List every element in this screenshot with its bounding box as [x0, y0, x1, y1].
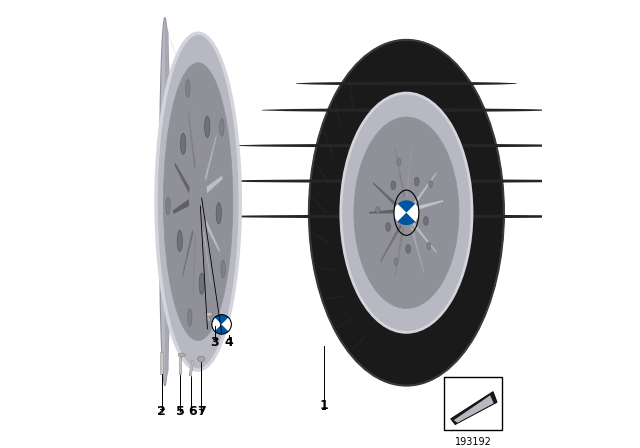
Polygon shape: [193, 215, 197, 296]
Ellipse shape: [186, 79, 190, 97]
Bar: [444, 377, 502, 430]
Polygon shape: [165, 18, 177, 59]
Text: 1: 1: [319, 399, 328, 412]
Polygon shape: [451, 392, 497, 425]
Ellipse shape: [429, 181, 433, 188]
Ellipse shape: [198, 356, 205, 362]
Ellipse shape: [261, 108, 552, 112]
Wedge shape: [215, 324, 228, 334]
Polygon shape: [165, 18, 169, 386]
Text: 3: 3: [210, 336, 219, 349]
Wedge shape: [397, 200, 415, 213]
Wedge shape: [212, 318, 221, 332]
Text: 4: 4: [225, 336, 234, 349]
Polygon shape: [380, 217, 405, 263]
Ellipse shape: [163, 63, 233, 340]
Ellipse shape: [188, 309, 192, 327]
Ellipse shape: [354, 117, 459, 309]
Text: 5: 5: [176, 405, 185, 418]
Polygon shape: [196, 107, 200, 186]
Ellipse shape: [159, 18, 170, 386]
Polygon shape: [202, 175, 223, 198]
Wedge shape: [215, 314, 228, 324]
Ellipse shape: [220, 119, 224, 136]
Polygon shape: [200, 209, 220, 254]
Ellipse shape: [397, 158, 401, 166]
Polygon shape: [182, 213, 197, 279]
Ellipse shape: [189, 166, 207, 237]
Polygon shape: [188, 112, 198, 188]
Ellipse shape: [398, 198, 415, 228]
Bar: [179, 357, 181, 374]
Ellipse shape: [341, 93, 472, 332]
Ellipse shape: [386, 223, 390, 231]
Text: 7: 7: [197, 405, 205, 418]
Polygon shape: [394, 147, 408, 206]
Wedge shape: [397, 213, 415, 225]
Polygon shape: [175, 162, 195, 203]
Polygon shape: [201, 134, 217, 197]
Text: 193192: 193192: [454, 436, 492, 447]
Wedge shape: [394, 204, 406, 221]
Ellipse shape: [394, 258, 398, 265]
Ellipse shape: [414, 177, 419, 186]
Polygon shape: [408, 216, 437, 254]
Ellipse shape: [221, 260, 225, 278]
Wedge shape: [406, 204, 419, 221]
Ellipse shape: [391, 181, 396, 190]
Ellipse shape: [205, 312, 212, 316]
Ellipse shape: [216, 202, 221, 224]
Text: 6: 6: [188, 405, 196, 418]
Bar: [204, 312, 211, 322]
Polygon shape: [409, 172, 437, 212]
Ellipse shape: [177, 230, 182, 251]
Ellipse shape: [220, 179, 593, 183]
Ellipse shape: [234, 144, 579, 147]
Ellipse shape: [216, 215, 596, 218]
Polygon shape: [408, 217, 424, 273]
Polygon shape: [173, 195, 195, 214]
Ellipse shape: [199, 273, 204, 294]
Ellipse shape: [180, 133, 186, 155]
Polygon shape: [369, 208, 403, 214]
Text: 2: 2: [157, 405, 166, 418]
Ellipse shape: [376, 207, 380, 214]
Ellipse shape: [205, 116, 210, 138]
Ellipse shape: [296, 82, 517, 85]
Polygon shape: [454, 395, 493, 423]
Ellipse shape: [309, 40, 504, 386]
Polygon shape: [372, 182, 403, 213]
Ellipse shape: [424, 216, 428, 225]
Ellipse shape: [166, 197, 170, 215]
Ellipse shape: [178, 353, 185, 357]
Polygon shape: [410, 200, 444, 212]
Wedge shape: [221, 318, 232, 332]
Ellipse shape: [156, 33, 240, 370]
Polygon shape: [200, 211, 212, 286]
Polygon shape: [394, 218, 406, 278]
Polygon shape: [404, 145, 412, 206]
Bar: [161, 352, 163, 375]
Bar: [189, 360, 194, 376]
Ellipse shape: [427, 242, 431, 250]
Ellipse shape: [406, 245, 411, 254]
